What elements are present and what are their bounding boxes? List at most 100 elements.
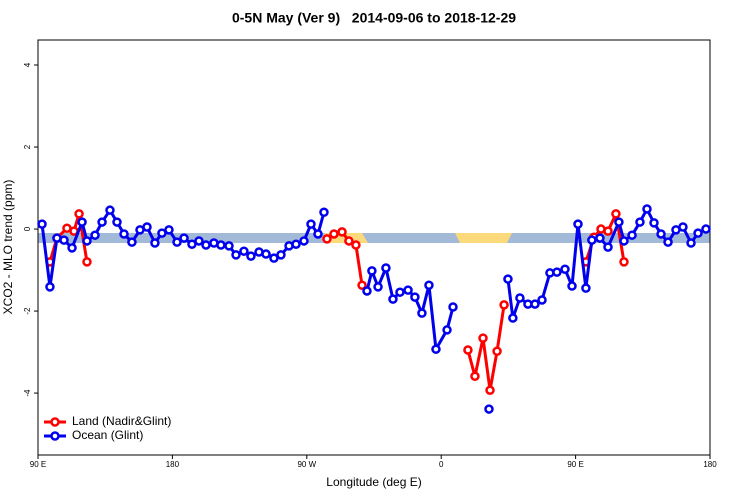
data-point (164, 225, 174, 235)
y-tick-label: 0 (23, 226, 32, 231)
data-point (410, 292, 420, 302)
chart-title: 0-5N May (Ver 9) 2014-09-06 to 2018-12-2… (232, 10, 516, 26)
data-point (595, 233, 605, 243)
series-line (365, 263, 455, 354)
data-point (367, 266, 377, 276)
data-point (67, 243, 77, 253)
data-point (424, 280, 434, 290)
data-point (362, 286, 372, 296)
data-point (112, 217, 122, 227)
data-point (388, 294, 398, 304)
data-point (395, 287, 405, 297)
data-point (515, 293, 525, 303)
data-point (90, 230, 100, 240)
data-point (172, 237, 182, 247)
data-point (484, 404, 494, 414)
x-tick-label: 90 W (297, 460, 316, 469)
data-point (403, 285, 413, 295)
x-tick-label: 180 (703, 460, 717, 469)
x-tick-label: 180 (166, 460, 180, 469)
data-point (59, 235, 69, 245)
data-point (337, 227, 347, 237)
data-point (530, 299, 540, 309)
data-point (693, 228, 703, 238)
y-tick-label: -2 (23, 307, 32, 315)
data-point (581, 283, 591, 293)
data-point (306, 219, 316, 229)
data-point (635, 217, 645, 227)
data-point (179, 233, 189, 243)
data-point (678, 222, 688, 232)
data-point (201, 240, 211, 250)
data-point (150, 238, 160, 248)
data-point (322, 234, 332, 244)
x-tick-label: 0 (439, 460, 444, 469)
data-point (299, 236, 309, 246)
data-point (552, 267, 562, 277)
data-point (344, 236, 354, 246)
data-point (269, 253, 279, 263)
data-point (357, 280, 367, 290)
data-point (701, 224, 711, 234)
legend-swatch-marker (50, 431, 60, 441)
data-point (127, 237, 137, 247)
data-point (560, 264, 570, 274)
land-band (455, 233, 512, 243)
x-tick-label: 90 E (30, 460, 46, 469)
data-point (187, 239, 197, 249)
data-point (45, 282, 55, 292)
data-point (567, 281, 577, 291)
data-point (611, 209, 621, 219)
data-point (216, 240, 226, 250)
data-point (649, 218, 659, 228)
data-point (603, 242, 613, 252)
data-point (231, 250, 241, 260)
data-point (74, 209, 84, 219)
data-point (442, 325, 452, 335)
data-point (224, 241, 234, 251)
data-point (478, 333, 488, 343)
data-point (508, 313, 518, 323)
data-point (492, 346, 502, 356)
data-point (417, 308, 427, 318)
data-point (573, 219, 583, 229)
data-point (485, 385, 495, 395)
legend: Land (Nadir&Glint)Ocean (Glint) (44, 414, 171, 442)
data-point (503, 274, 513, 284)
data-point (313, 229, 323, 239)
data-point (587, 235, 597, 245)
data-point (448, 302, 458, 312)
data-point (603, 226, 613, 236)
data-point (157, 228, 167, 238)
data-point (261, 249, 271, 259)
data-point (239, 246, 249, 256)
plot-frame (37, 39, 711, 456)
data-point (77, 217, 87, 227)
ocean-band (38, 233, 710, 243)
data-point (619, 236, 629, 246)
data-point (246, 251, 256, 261)
data-point (537, 295, 547, 305)
data-point (373, 282, 383, 292)
data-point (463, 345, 473, 355)
legend-label: Land (Nadir&Glint) (72, 414, 171, 428)
y-tick-label: 2 (23, 144, 32, 149)
data-point (194, 236, 204, 246)
data-point (105, 205, 115, 215)
data-point (37, 219, 47, 229)
y-axis-label: XCO2 - MLO trend (ppm) (1, 180, 15, 315)
data-point (656, 229, 666, 239)
y-tick-label: -4 (23, 389, 32, 397)
x-tick-label: 90 E (567, 460, 583, 469)
data-point (82, 257, 92, 267)
data-point (470, 371, 480, 382)
data-point (97, 217, 107, 227)
data-point (276, 250, 286, 260)
data-point (319, 207, 329, 217)
data-point (142, 222, 152, 232)
data-point (291, 239, 301, 249)
data-point (329, 229, 339, 239)
data-point (431, 344, 441, 354)
legend-label: Ocean (Glint) (72, 428, 143, 442)
